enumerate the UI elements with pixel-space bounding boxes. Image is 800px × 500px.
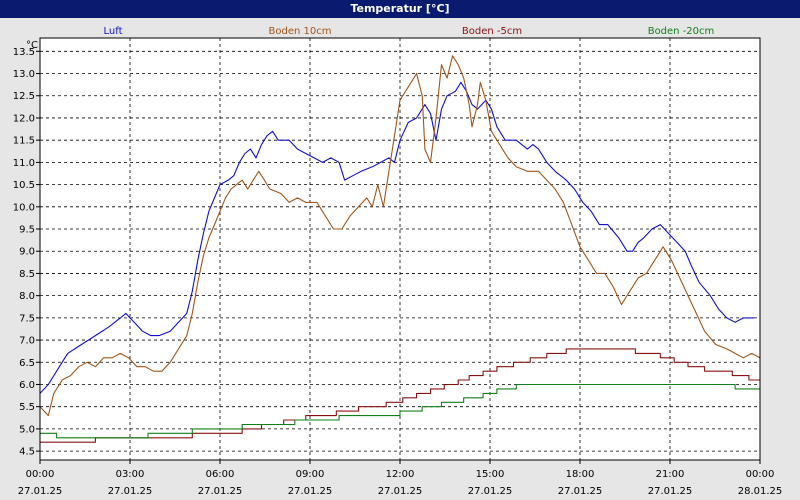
y-tick-label: 12.0 [13,113,35,124]
y-axis-ticks: 4.5 5.0 5.5 6.0 6.5 7.0 7.5 8.0 8.5 9.0 9.5 10.0 10.… [13,47,40,458]
series-line [40,55,760,417]
x-axis-ticks: 00:00 27.01.25 03:00 27.01.25 06:00 27.01.25 0… [18,460,783,497]
x-tick-time-label: 00:00 [746,469,775,480]
x-tick-time-label: 18:00 [566,469,595,480]
x-tick-date-label: 27.01.25 [108,486,153,497]
series-lines [40,55,760,443]
x-tick-time-label: 09:00 [296,469,325,480]
x-tick-date-label: 28.01.25 [738,486,783,497]
y-tick-label: 11.0 [13,158,35,169]
legend-entry: Luft [104,26,123,37]
grid [40,38,760,460]
x-tick-date-label: 27.01.25 [198,486,243,497]
y-tick-label: 8.0 [19,291,35,302]
x-tick-date-label: 27.01.25 [288,486,333,497]
legend: Luft Boden 10cm Boden -5cm Boden -20cm [104,26,715,37]
x-tick-time-label: 15:00 [476,469,505,480]
legend-entry: Boden 10cm [269,26,332,37]
x-tick-time-label: 21:00 [656,469,685,480]
y-tick-label: 11.5 [13,136,35,147]
y-tick-label: 10.5 [13,180,35,191]
series-line [40,81,755,394]
x-tick-time-label: 12:00 [386,469,415,480]
x-tick-time-label: 06:00 [206,469,235,480]
y-tick-label: 10.0 [13,202,35,213]
x-tick-time-label: 03:00 [116,469,145,480]
x-tick-date-label: 27.01.25 [468,486,513,497]
y-tick-label: 4.5 [19,447,35,458]
x-tick-date-label: 27.01.25 [378,486,423,497]
y-tick-label: 6.0 [19,380,35,391]
y-tick-label: 9.0 [19,247,35,258]
x-tick-time-label: 00:00 [26,469,55,480]
legend-entry: Boden -20cm [648,26,715,37]
plot-frame [39,37,761,461]
y-tick-label: 9.5 [19,225,35,236]
y-tick-label: 7.0 [19,336,35,347]
x-tick-date-label: 27.01.25 [648,486,693,497]
series-line [40,383,760,439]
x-tick-date-label: 27.01.25 [558,486,603,497]
y-tick-label: 6.5 [19,358,35,369]
chart-window-title: Temperatur [°C] [0,0,800,18]
legend-entry: Boden -5cm [462,26,522,37]
y-tick-label: 12.5 [13,91,35,102]
y-tick-label: 13.0 [13,69,35,80]
y-tick-label: 8.5 [19,269,35,280]
y-tick-label: 5.5 [19,402,35,413]
y-axis-unit: °C [26,40,38,51]
x-tick-date-label: 27.01.25 [18,486,63,497]
y-tick-label: 5.0 [19,424,35,435]
y-tick-label: 7.5 [19,313,35,324]
y-tick-label: 13.5 [13,47,35,58]
